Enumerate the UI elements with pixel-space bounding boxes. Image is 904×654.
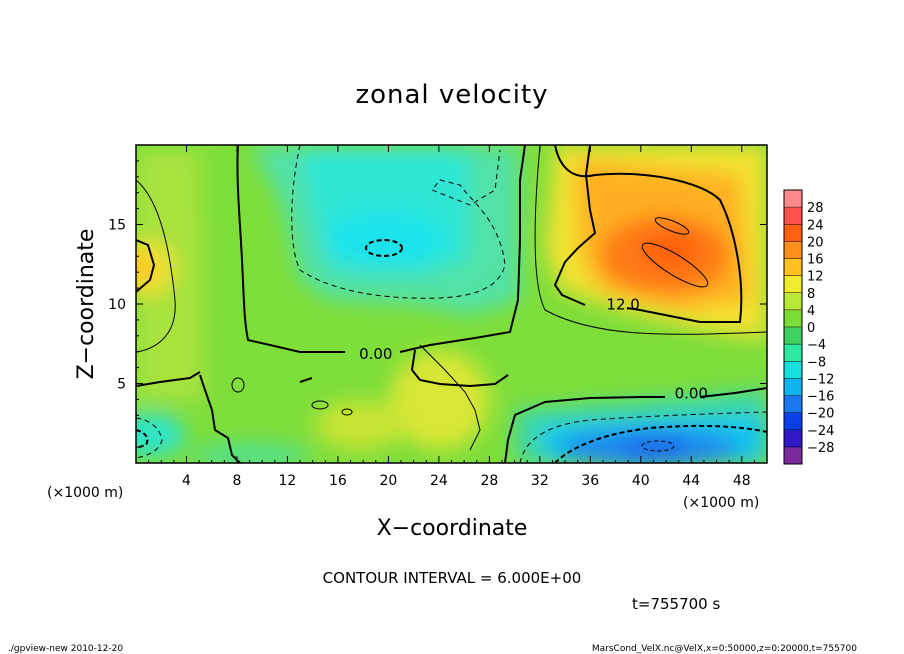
colorbar-label: 0 (807, 321, 815, 336)
colorbar-label: 24 (807, 218, 824, 233)
x-tick-label: 44 (682, 473, 700, 489)
colorbar-swatch (784, 361, 802, 379)
colorbar-swatch (784, 412, 802, 431)
x-axis-label: X−coordinate (377, 516, 528, 541)
x-tick-label: 8 (232, 473, 241, 489)
x-tick-label: 48 (733, 473, 751, 489)
x-tick-label: 20 (379, 473, 397, 489)
colorbar-label: −4 (807, 338, 826, 353)
contour-label: 12.0 (606, 296, 639, 314)
colorbar-label: −12 (807, 372, 834, 387)
colorbar-label: −24 (807, 424, 834, 439)
x-tick-label: 4 (182, 473, 191, 489)
y-tick-label: 10 (108, 297, 126, 313)
colorbar-swatch (784, 241, 802, 259)
colorbar-swatch (784, 327, 802, 345)
colorbar-label: 12 (807, 270, 824, 285)
colorbar-label: −20 (807, 407, 834, 422)
colorbar-swatch (784, 190, 802, 208)
x-unit-left: (×1000 m) (47, 485, 123, 501)
colorbar: 28 24 20 16 12 8 4 0 −4 −8 −12 −16 −20 −24 −28 (783, 189, 834, 465)
x-tick-label: 24 (430, 473, 448, 489)
colorbar-label: −16 (807, 390, 834, 405)
colorbar-swatch (784, 275, 802, 294)
colorbar-swatch (784, 309, 802, 328)
colorbar-swatch (784, 446, 802, 465)
contour-interval: CONTOUR INTERVAL = 6.000E+00 (323, 569, 582, 587)
contour-label: 0.00 (675, 385, 708, 403)
footer-right: MarsCond_VelX.nc@VelX,x=0:50000,z=0:2000… (592, 644, 857, 654)
colorbar-swatch (784, 224, 802, 242)
y-axis-label: Z−coordinate (74, 229, 99, 380)
colorbar-label: 8 (807, 287, 815, 302)
colorbar-label: −28 (807, 441, 834, 456)
y-axis-ticks: 5 10 15 (108, 160, 767, 448)
time-label: t=755700 s (632, 595, 720, 613)
colorbar-swatch (784, 395, 802, 414)
colorbar-label: −8 (807, 355, 826, 370)
x-tick-label: 28 (480, 473, 498, 489)
footer-left: ./gpview-new 2010-12-20 (8, 644, 123, 654)
contour-label: 0.00 (359, 345, 392, 363)
x-axis-ticks: 4 8 12 16 20 24 28 32 36 40 44 48 (148, 145, 755, 489)
contour-lines (136, 145, 767, 463)
colorbar-swatch (784, 258, 802, 277)
x-unit-right: (×1000 m) (683, 495, 759, 511)
colorbar-label: 20 (807, 235, 824, 250)
colorbar-swatch (784, 292, 802, 311)
y-tick-label: 15 (108, 218, 126, 234)
x-tick-label: 12 (279, 473, 297, 489)
colorbar-label: 4 (807, 304, 815, 319)
colorbar-label: 16 (807, 253, 824, 268)
chart-title: zonal velocity (355, 80, 548, 110)
colorbar-swatch (784, 429, 802, 448)
x-tick-label: 32 (531, 473, 549, 489)
colorbar-swatch (784, 207, 802, 225)
colorbar-label: 28 (807, 201, 824, 216)
y-tick-label: 5 (117, 377, 126, 393)
x-tick-label: 16 (329, 473, 347, 489)
colorbar-swatch (784, 344, 802, 362)
colorbar-swatch (784, 378, 802, 396)
x-tick-label: 40 (632, 473, 650, 489)
x-tick-label: 36 (581, 473, 599, 489)
contour-labels: 0.00 12.0 0.00 (359, 296, 708, 403)
